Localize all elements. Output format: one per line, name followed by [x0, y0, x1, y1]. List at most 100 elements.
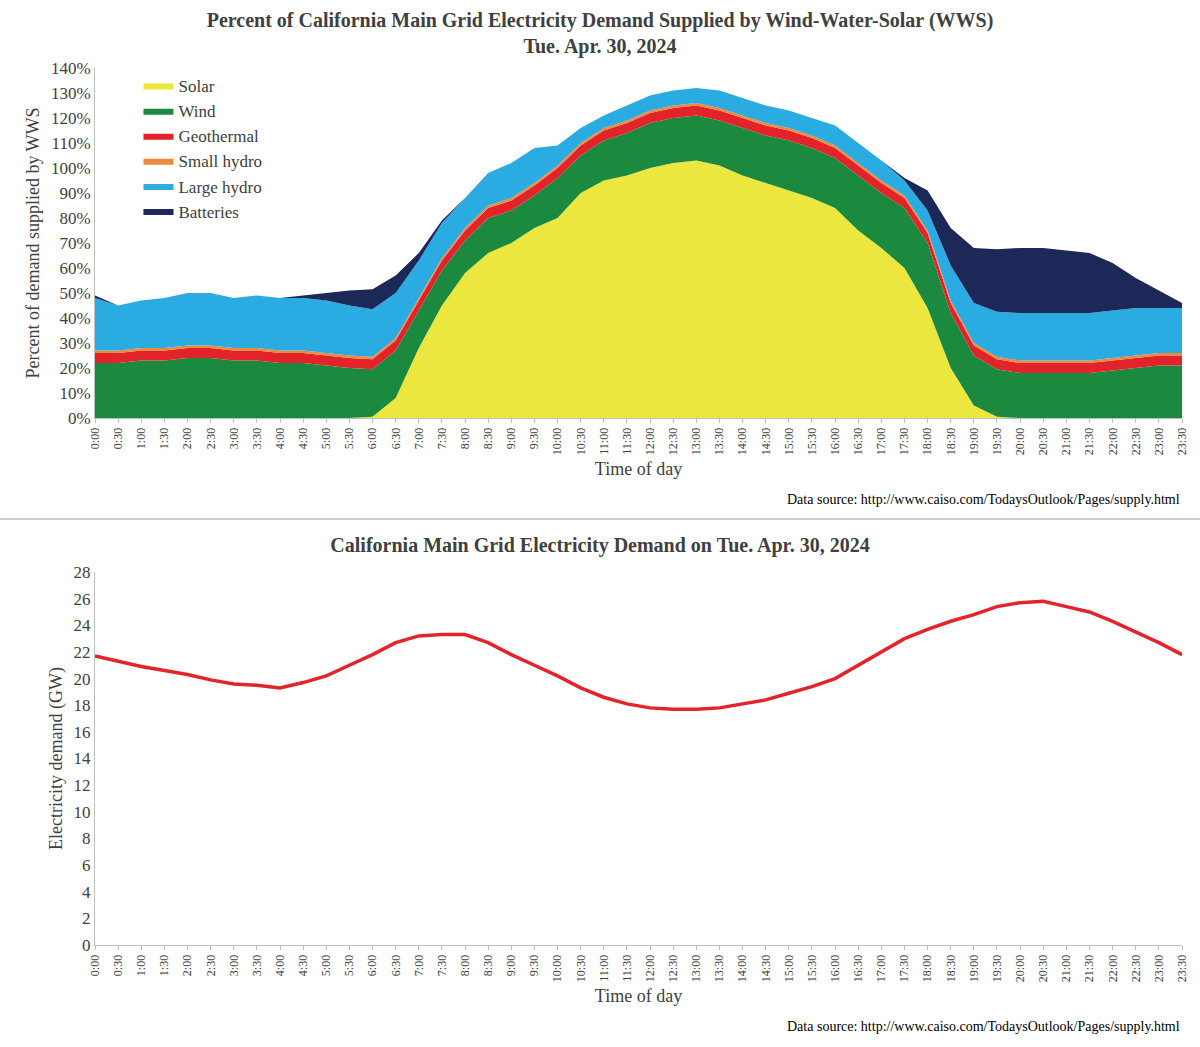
svg-text:20:00: 20:00	[1013, 428, 1027, 455]
svg-text:28: 28	[74, 563, 91, 582]
svg-text:10:00: 10:00	[550, 955, 564, 982]
svg-text:13:00: 13:00	[689, 428, 703, 455]
svg-text:70%: 70%	[59, 234, 90, 253]
svg-text:Solar: Solar	[178, 77, 214, 96]
svg-text:4:30: 4:30	[296, 955, 310, 976]
svg-text:7:30: 7:30	[435, 955, 449, 976]
svg-text:Small hydro: Small hydro	[178, 152, 262, 171]
svg-text:7:00: 7:00	[412, 428, 426, 449]
svg-text:22: 22	[74, 643, 91, 662]
svg-text:3:30: 3:30	[250, 955, 264, 976]
svg-text:6: 6	[82, 856, 91, 875]
svg-text:14:30: 14:30	[759, 955, 773, 982]
svg-text:17:30: 17:30	[897, 955, 911, 982]
svg-text:4: 4	[82, 883, 91, 902]
svg-text:100%: 100%	[51, 159, 91, 178]
svg-text:9:30: 9:30	[527, 955, 541, 976]
svg-text:5:00: 5:00	[319, 955, 333, 976]
svg-text:23:30: 23:30	[1175, 428, 1189, 455]
svg-text:40%: 40%	[59, 309, 90, 328]
svg-text:23:00: 23:00	[1152, 955, 1166, 982]
svg-text:0:30: 0:30	[111, 428, 125, 449]
svg-text:8:00: 8:00	[458, 955, 472, 976]
svg-text:6:30: 6:30	[389, 955, 403, 976]
svg-text:Percent of California Main Gri: Percent of California Main Grid Electric…	[207, 9, 994, 58]
svg-text:11:30: 11:30	[620, 428, 634, 455]
svg-text:5:00: 5:00	[319, 428, 333, 449]
svg-text:130%: 130%	[51, 84, 91, 103]
svg-text:11:00: 11:00	[597, 428, 611, 455]
svg-text:4:00: 4:00	[273, 955, 287, 976]
svg-text:5:30: 5:30	[342, 428, 356, 449]
svg-text:22:30: 22:30	[1129, 428, 1143, 455]
svg-text:11:30: 11:30	[620, 955, 634, 982]
svg-text:60%: 60%	[59, 259, 90, 278]
svg-text:14:00: 14:00	[735, 955, 749, 982]
svg-text:14:00: 14:00	[735, 428, 749, 455]
svg-text:22:00: 22:00	[1106, 955, 1120, 982]
svg-text:Wind: Wind	[178, 102, 216, 121]
svg-text:Large hydro: Large hydro	[178, 178, 261, 197]
svg-text:18:30: 18:30	[944, 428, 958, 455]
svg-text:20:30: 20:30	[1036, 428, 1050, 455]
svg-text:3:00: 3:00	[227, 955, 241, 976]
svg-text:10:00: 10:00	[550, 428, 564, 455]
svg-text:6:30: 6:30	[389, 428, 403, 449]
svg-text:5:30: 5:30	[342, 955, 356, 976]
svg-text:Data source: http://www.caiso.: Data source: http://www.caiso.com/Todays…	[787, 1019, 1180, 1034]
svg-text:10:30: 10:30	[574, 955, 588, 982]
svg-text:15:00: 15:00	[782, 428, 796, 455]
svg-text:110%: 110%	[52, 134, 91, 153]
svg-text:19:30: 19:30	[990, 428, 1004, 455]
svg-text:15:00: 15:00	[782, 955, 796, 982]
svg-text:0:00: 0:00	[88, 955, 102, 976]
svg-text:16:30: 16:30	[851, 428, 865, 455]
svg-text:1:30: 1:30	[157, 955, 171, 976]
svg-text:17:00: 17:00	[874, 428, 888, 455]
svg-text:22:00: 22:00	[1106, 428, 1120, 455]
svg-text:20:00: 20:00	[1013, 955, 1027, 982]
svg-text:19:30: 19:30	[990, 955, 1004, 982]
svg-text:18:00: 18:00	[921, 428, 935, 455]
svg-text:21:00: 21:00	[1059, 428, 1073, 455]
svg-text:Data source: http://www.caiso.: Data source: http://www.caiso.com/Todays…	[787, 492, 1180, 507]
svg-text:16: 16	[74, 723, 91, 742]
svg-text:16:00: 16:00	[828, 955, 842, 982]
svg-text:17:00: 17:00	[874, 955, 888, 982]
svg-text:8:00: 8:00	[458, 428, 472, 449]
svg-text:1:00: 1:00	[134, 955, 148, 976]
svg-text:6:00: 6:00	[365, 955, 379, 976]
svg-text:Time of day: Time of day	[595, 986, 682, 1006]
svg-text:14: 14	[74, 749, 92, 768]
svg-text:California Main Grid Electrici: California Main Grid Electricity Demand …	[330, 534, 869, 557]
svg-text:8: 8	[82, 829, 91, 848]
svg-text:Time of day: Time of day	[595, 459, 682, 479]
svg-text:13:00: 13:00	[689, 955, 703, 982]
svg-text:15:30: 15:30	[805, 428, 819, 455]
svg-text:4:30: 4:30	[296, 428, 310, 449]
svg-text:24: 24	[74, 616, 92, 635]
svg-text:20%: 20%	[59, 359, 90, 378]
svg-text:18:30: 18:30	[944, 955, 958, 982]
svg-text:12:00: 12:00	[643, 955, 657, 982]
svg-text:0:00: 0:00	[88, 428, 102, 449]
svg-text:4:00: 4:00	[273, 428, 287, 449]
svg-text:10: 10	[74, 803, 91, 822]
svg-text:19:00: 19:00	[967, 428, 981, 455]
svg-text:9:00: 9:00	[504, 428, 518, 449]
svg-text:16:30: 16:30	[851, 955, 865, 982]
svg-text:9:30: 9:30	[527, 428, 541, 449]
svg-text:12: 12	[74, 776, 91, 795]
svg-text:140%: 140%	[51, 59, 91, 78]
svg-text:1:30: 1:30	[157, 428, 171, 449]
svg-text:18:00: 18:00	[921, 955, 935, 982]
svg-text:80%: 80%	[59, 209, 90, 228]
svg-text:2:30: 2:30	[204, 955, 218, 976]
svg-text:90%: 90%	[59, 184, 90, 203]
svg-text:9:00: 9:00	[504, 955, 518, 976]
svg-text:26: 26	[74, 590, 91, 609]
svg-text:1:00: 1:00	[134, 428, 148, 449]
svg-text:15:30: 15:30	[805, 955, 819, 982]
svg-text:13:30: 13:30	[712, 428, 726, 455]
svg-text:10:30: 10:30	[574, 428, 588, 455]
